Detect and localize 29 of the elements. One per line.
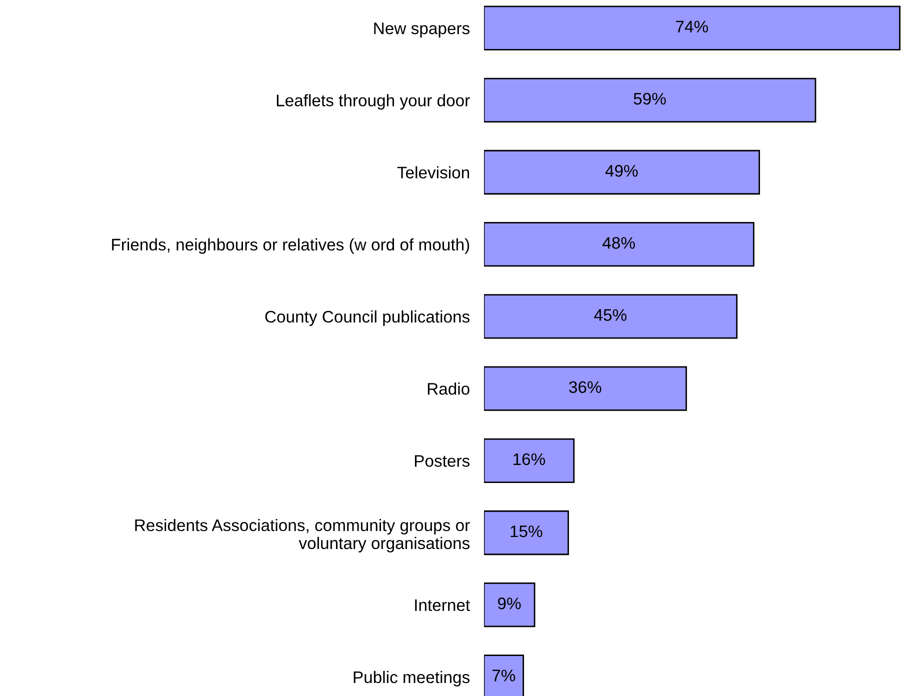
y-tick-label: County Council publications	[265, 310, 470, 326]
y-tick-label: Internet	[415, 599, 470, 612]
y-tick-label: New spapers	[374, 22, 470, 38]
bar	[484, 150, 760, 195]
data-label: 9%	[498, 598, 521, 610]
data-label: 36%	[569, 381, 602, 394]
data-label: 16%	[514, 453, 546, 466]
data-label: 59%	[634, 92, 666, 105]
y-tick-label: Residents Associations, community groups or voluntary organisations	[135, 518, 470, 552]
bar	[484, 6, 900, 50]
bar	[484, 366, 687, 411]
data-label: 15%	[510, 525, 542, 538]
y-tick-label: Television	[397, 166, 470, 178]
data-label: 49%	[605, 164, 638, 177]
data-label: 74%	[676, 20, 708, 32]
y-tick-label: Radio	[428, 382, 470, 395]
bar	[484, 510, 569, 556]
bar	[484, 438, 575, 483]
bar	[484, 582, 536, 628]
bar	[484, 222, 754, 267]
data-label: 48%	[602, 237, 635, 249]
y-tick-label: Leaflets through your door	[276, 94, 470, 110]
y-tick-label: Friends, neighbours or relatives (w ord of mouth)	[112, 238, 470, 254]
y-tick-label: Public meetings	[354, 670, 470, 686]
data-label: 7%	[492, 670, 516, 682]
bar	[484, 294, 738, 339]
bar	[484, 78, 816, 122]
data-label: 45%	[594, 309, 626, 321]
y-tick-label: Posters	[414, 455, 470, 467]
